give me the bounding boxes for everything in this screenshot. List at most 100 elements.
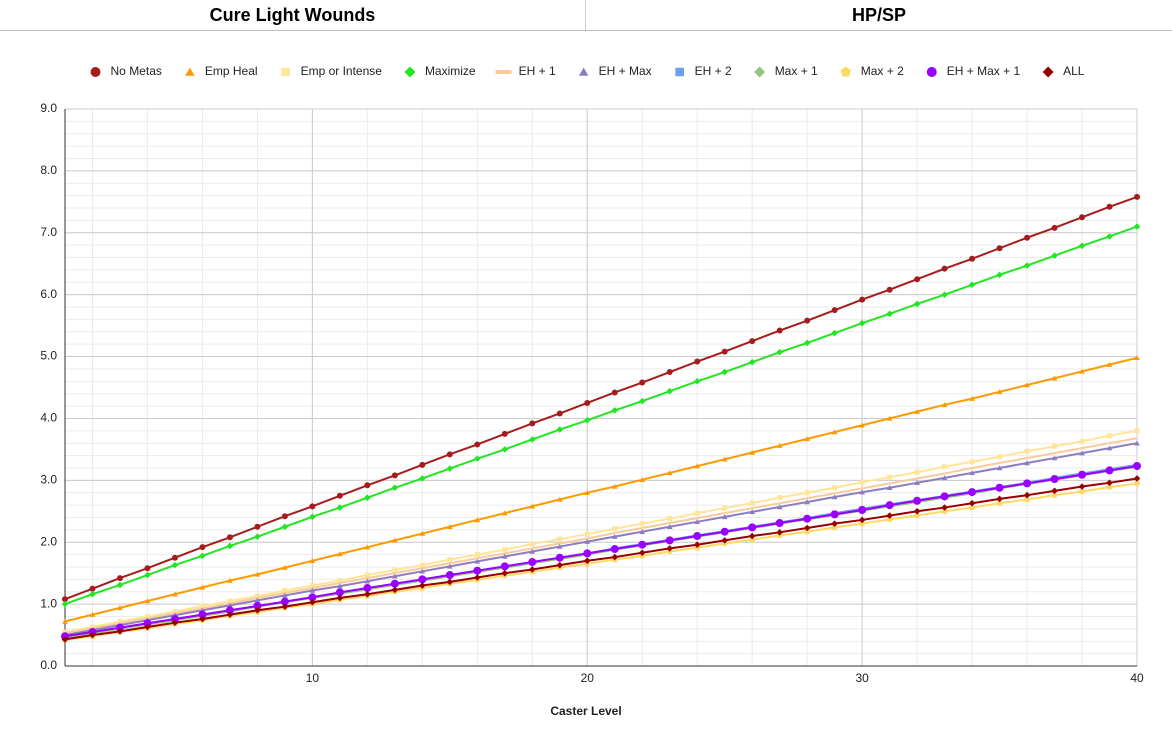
data-point — [529, 503, 536, 509]
legend-marker — [1042, 66, 1054, 78]
y-tick-label: 4.0 — [40, 411, 57, 425]
data-point — [281, 523, 289, 531]
data-point — [391, 472, 398, 479]
data-point — [282, 592, 288, 598]
data-point — [474, 517, 481, 523]
data-point — [666, 470, 673, 476]
data-point — [144, 623, 151, 631]
data-point — [1051, 443, 1058, 449]
data-point — [282, 587, 288, 594]
data-point — [749, 500, 755, 506]
data-point — [309, 558, 316, 564]
y-tick-label: 0.0 — [40, 658, 57, 672]
data-point — [172, 591, 178, 597]
data-point — [584, 490, 591, 495]
data-point — [1106, 479, 1113, 487]
y-tick-label: 1.0 — [40, 596, 57, 610]
legend-marker — [185, 67, 195, 76]
data-point — [942, 464, 948, 470]
data-point — [474, 552, 480, 558]
legend-label: Emp or Intense — [301, 64, 383, 78]
data-point — [584, 538, 591, 544]
data-point — [144, 613, 151, 620]
legend-label: Max + 1 — [775, 64, 818, 78]
y-tick-label: 5.0 — [40, 349, 57, 363]
data-point — [1078, 483, 1086, 490]
data-point — [693, 541, 701, 548]
data-point — [886, 286, 893, 293]
data-point — [364, 578, 371, 584]
data-point — [419, 475, 426, 482]
data-point — [721, 514, 728, 520]
data-point — [858, 516, 866, 524]
data-point — [749, 536, 756, 543]
data-point — [995, 483, 1004, 492]
data-point — [969, 459, 975, 465]
legend-label: EH + Max + 1 — [947, 64, 1021, 78]
data-point — [611, 553, 619, 561]
data-point — [997, 454, 1003, 460]
data-point — [694, 510, 700, 516]
legend-label: Maximize — [425, 64, 476, 78]
data-point — [996, 389, 1003, 395]
data-point — [116, 581, 124, 589]
data-point — [144, 565, 151, 572]
data-point — [1051, 491, 1058, 498]
data-point — [89, 624, 96, 630]
data-point — [1023, 491, 1031, 499]
data-point — [941, 475, 948, 481]
chart: Caster Level 0.0 1.0 2.0 3.0 4.0 5.0 6.0 7.0 8.0… — [40, 64, 1144, 718]
data-point — [199, 603, 205, 609]
data-point — [446, 465, 454, 472]
data-point — [254, 597, 261, 603]
data-point — [1079, 438, 1085, 444]
data-point — [254, 523, 261, 530]
data-point — [749, 509, 756, 515]
data-point — [721, 456, 728, 462]
data-point — [804, 528, 811, 535]
data-point — [941, 504, 948, 511]
data-point — [858, 520, 866, 527]
data-point — [1079, 450, 1085, 456]
data-point — [941, 507, 948, 514]
data-point — [89, 585, 96, 592]
data-point — [996, 271, 1003, 279]
data-point — [913, 507, 921, 515]
data-point — [501, 430, 508, 437]
data-point — [1078, 470, 1087, 479]
data-point — [528, 566, 536, 573]
data-point — [281, 603, 289, 610]
legend-marker — [281, 67, 290, 77]
data-point — [254, 533, 261, 540]
data-point — [693, 532, 702, 541]
data-point — [968, 499, 976, 507]
legend-item: Emp or Intense — [281, 64, 382, 78]
data-point — [1105, 466, 1114, 475]
data-point — [144, 598, 151, 604]
series-line — [64, 465, 1138, 638]
data-point — [830, 510, 839, 519]
data-point — [62, 618, 68, 624]
data-point — [666, 545, 674, 552]
data-point — [776, 327, 783, 334]
data-point — [720, 527, 729, 536]
data-point — [639, 477, 646, 482]
data-point — [667, 516, 673, 522]
data-point — [556, 496, 563, 502]
data-point — [364, 544, 371, 550]
data-point — [859, 422, 865, 428]
data-point — [721, 368, 728, 376]
data-point — [1078, 488, 1086, 495]
data-point — [1106, 483, 1113, 490]
data-point — [611, 483, 618, 489]
data-point — [1051, 252, 1058, 259]
y-tick-label: 6.0 — [40, 287, 57, 301]
data-point — [171, 619, 179, 626]
data-point — [62, 629, 68, 635]
data-point — [419, 461, 426, 468]
legend-marker — [404, 66, 416, 78]
data-point — [968, 504, 976, 511]
data-point — [584, 399, 591, 406]
data-point — [363, 584, 372, 593]
data-point — [639, 529, 646, 534]
